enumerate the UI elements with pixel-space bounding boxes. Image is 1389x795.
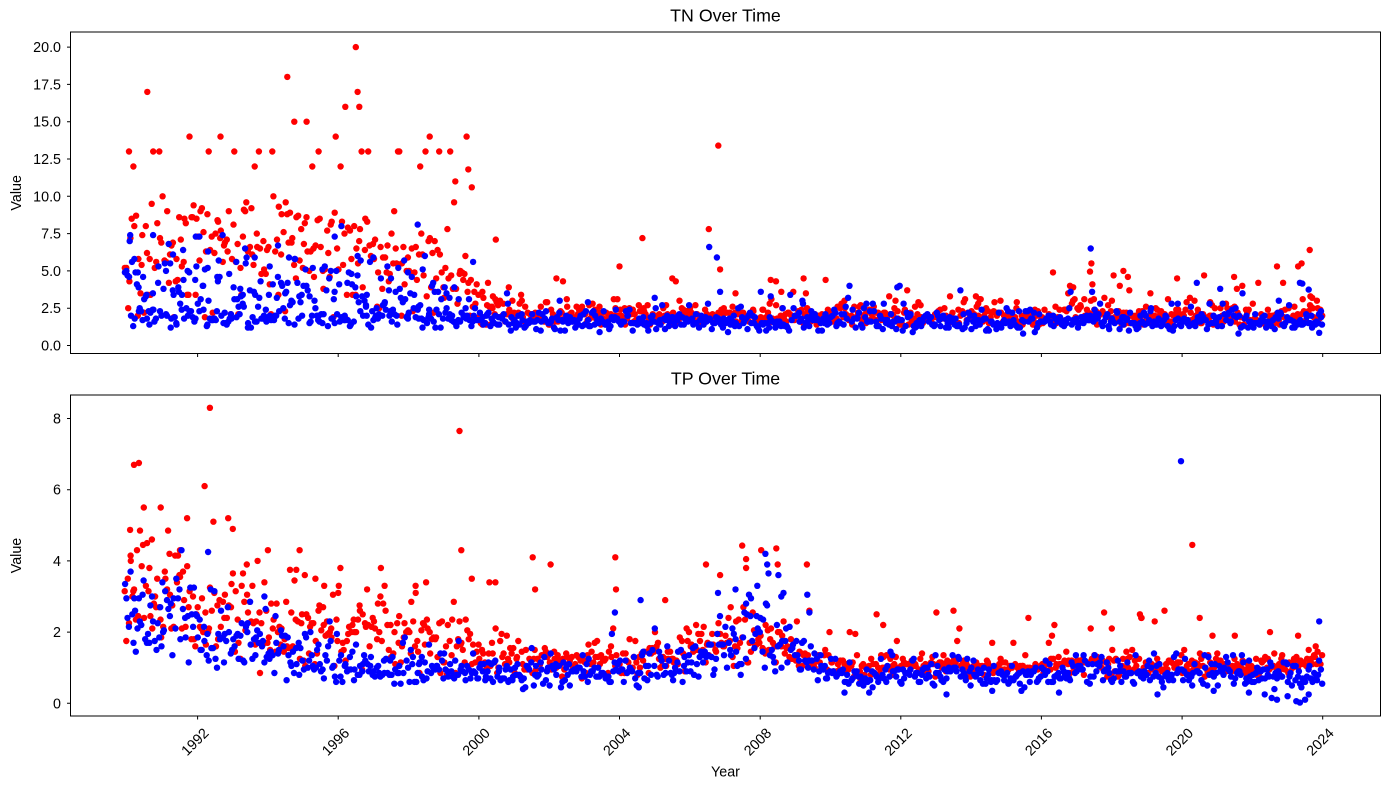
svg-text:7.5: 7.5 xyxy=(41,227,61,243)
svg-text:12.5: 12.5 xyxy=(33,152,61,168)
svg-text:8: 8 xyxy=(53,412,61,428)
svg-text:5.0: 5.0 xyxy=(41,264,61,280)
svg-text:TP Over Time: TP Over Time xyxy=(671,369,780,389)
svg-text:4: 4 xyxy=(53,554,61,570)
svg-text:Value: Value xyxy=(9,538,25,574)
svg-text:17.5: 17.5 xyxy=(33,77,61,93)
svg-text:6: 6 xyxy=(53,483,61,499)
svg-text:Year: Year xyxy=(711,765,740,781)
svg-text:0: 0 xyxy=(53,696,61,712)
svg-text:Value: Value xyxy=(9,175,25,211)
svg-text:10.0: 10.0 xyxy=(33,189,61,205)
svg-text:20.0: 20.0 xyxy=(33,40,61,56)
svg-text:0.0: 0.0 xyxy=(41,339,61,355)
svg-text:15.0: 15.0 xyxy=(33,115,61,131)
svg-text:2.5: 2.5 xyxy=(41,301,61,317)
svg-text:TN Over Time: TN Over Time xyxy=(670,6,781,26)
svg-text:2: 2 xyxy=(53,625,61,641)
